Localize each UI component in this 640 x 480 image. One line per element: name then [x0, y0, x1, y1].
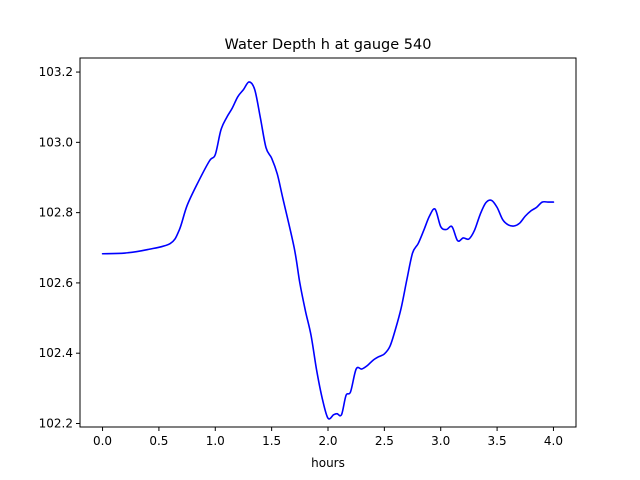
- x-tick-label: 3.5: [488, 434, 507, 448]
- x-tick-label: 0.0: [93, 434, 112, 448]
- x-tick-label: 0.5: [149, 434, 168, 448]
- x-tick-label: 3.0: [431, 434, 450, 448]
- y-tick-label: 103.2: [39, 65, 73, 79]
- chart-title: Water Depth h at gauge 540: [225, 37, 432, 53]
- y-tick-label: 103.0: [39, 135, 73, 149]
- x-tick-label: 4.0: [544, 434, 563, 448]
- x-tick-label: 2.0: [318, 434, 337, 448]
- y-tick-label: 102.4: [39, 346, 73, 360]
- y-tick-label: 102.2: [39, 416, 73, 430]
- y-tick-label: 102.8: [39, 206, 73, 220]
- x-axis-label: hours: [311, 456, 345, 470]
- y-tick-label: 102.6: [39, 276, 73, 290]
- x-tick-label: 1.5: [262, 434, 281, 448]
- series-line-water-depth: [101, 81, 555, 420]
- x-tick-label: 1.0: [206, 434, 225, 448]
- plot-area: 0.0 0.5 1.0 1.5 2.0 2.5 3.0 3.5 4.0 102.2 102.4 102…: [39, 57, 577, 448]
- x-tick-label: 2.5: [375, 434, 394, 448]
